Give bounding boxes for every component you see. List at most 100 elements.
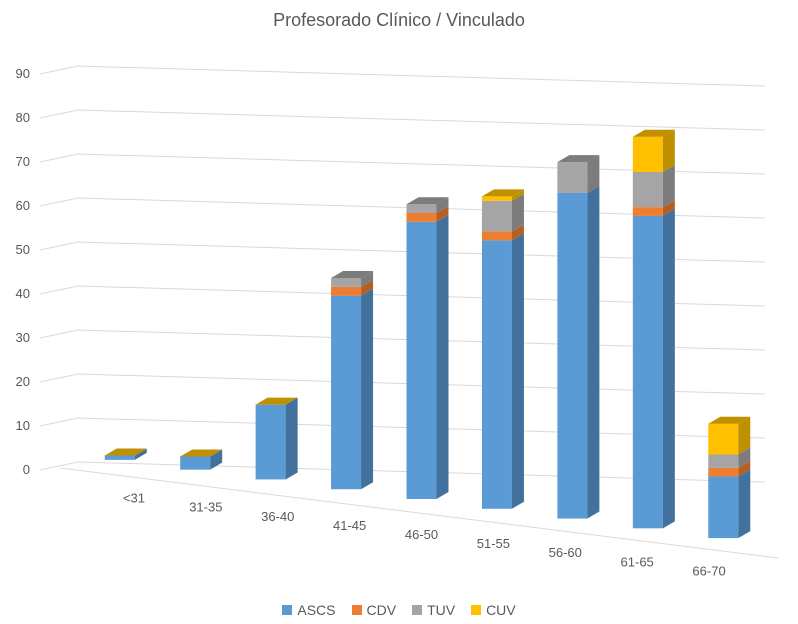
bar-top xyxy=(406,197,449,205)
y-axis-tick-labels: 0 10 20 30 40 50 60 70 80 90 xyxy=(16,66,30,477)
x-tick-label: 36-40 xyxy=(261,509,294,524)
bar-segment-ascs xyxy=(104,455,135,460)
x-tick-label: 56-60 xyxy=(549,545,582,560)
bar-segment-ascs xyxy=(331,295,362,490)
bar-stack xyxy=(557,155,600,519)
bar-side-ascs xyxy=(662,208,675,529)
bar-segment-tuv xyxy=(481,200,512,232)
floor-edge xyxy=(59,467,779,559)
legend-label: CDV xyxy=(366,602,397,618)
bar-side-tuv xyxy=(361,271,374,287)
bar-side-ascs xyxy=(587,185,600,519)
gridline-connector xyxy=(39,241,79,251)
x-axis-tick-labels: <31 31-35 36-40 41-45 46-50 51-55 56-60 61-65 66… xyxy=(123,491,726,579)
bar-top xyxy=(180,449,223,457)
bar-side-cuv xyxy=(511,189,524,201)
legend-item: ASCS xyxy=(282,602,336,618)
legend-swatch xyxy=(282,605,293,615)
gridline xyxy=(77,65,766,87)
bars xyxy=(104,129,751,539)
bar-segment-ascs xyxy=(708,476,739,539)
bar-segment-ascs xyxy=(180,456,211,470)
bar-segment-ascs xyxy=(255,404,286,480)
bar-segment-cdv xyxy=(331,286,362,296)
bar-segment-cdv xyxy=(632,207,663,216)
bar-side-cuv xyxy=(738,416,751,455)
x-tick-label: 66-70 xyxy=(692,563,725,578)
legend-label: TUV xyxy=(427,602,456,618)
gridline-connector xyxy=(39,109,79,119)
bar-stack xyxy=(255,397,298,480)
bar-side-tuv xyxy=(587,155,600,193)
gridline-connector xyxy=(39,285,79,295)
bar-side-ascs xyxy=(436,214,449,500)
bar-stack xyxy=(331,271,374,490)
y-tick-label: 10 xyxy=(16,418,30,433)
y-tick-label: 50 xyxy=(16,242,30,257)
bar-stack xyxy=(180,449,223,470)
gridline-connector xyxy=(39,65,79,75)
bar-segment-cuv xyxy=(481,196,512,201)
bar-stack xyxy=(481,189,524,509)
bar-top xyxy=(104,448,147,456)
bar-segment-ascs xyxy=(481,240,512,509)
bar-stack xyxy=(708,416,751,539)
bar-side-ascs xyxy=(738,469,751,539)
bar-side-cdv xyxy=(436,206,449,222)
legend-label: CUV xyxy=(486,602,516,618)
gridline-connector xyxy=(39,329,79,339)
bar-side-ascs xyxy=(361,288,374,490)
y-tick-label: 70 xyxy=(16,154,30,169)
legend-item: CDV xyxy=(351,602,397,618)
bar-segment-tuv xyxy=(557,162,588,193)
y-tick-label: 60 xyxy=(16,198,30,213)
gridline-connector xyxy=(39,153,79,163)
bar-side-tuv xyxy=(511,193,524,232)
x-tick-label: <31 xyxy=(123,491,145,506)
bar-segment-ascs xyxy=(557,192,588,519)
bar-segment-cdv xyxy=(406,213,437,222)
bar-side-tuv xyxy=(662,164,675,208)
bar-side-ascs xyxy=(210,449,223,470)
bar-top xyxy=(255,397,298,405)
gridline xyxy=(77,109,766,131)
bar-segment-tuv xyxy=(708,454,739,468)
bar-segment-ascs xyxy=(632,215,663,529)
bar-segment-ascs xyxy=(406,221,437,500)
bar-side-cdv xyxy=(662,200,675,216)
bar-side-tuv xyxy=(738,447,751,468)
legend-label: ASCS xyxy=(297,602,336,618)
y-tick-label: 20 xyxy=(16,374,30,389)
x-tick-label: 51-55 xyxy=(477,536,510,551)
x-tick-label: 61-65 xyxy=(621,554,654,569)
bar-segment-tuv xyxy=(406,204,437,213)
legend-item: TUV xyxy=(412,602,455,618)
bar-segment-cuv xyxy=(708,423,739,455)
legend-swatch xyxy=(471,605,482,615)
gridline-connector xyxy=(39,373,79,383)
gridline-connector xyxy=(39,461,79,471)
y-tick-label: 40 xyxy=(16,286,30,301)
bar-top xyxy=(632,129,675,137)
legend: ASCS CDV TUV CUV xyxy=(0,602,798,618)
legend-swatch xyxy=(351,605,362,615)
chart-title: Profesorado Clínico / Vinculado xyxy=(273,10,525,30)
x-tick-label: 31-35 xyxy=(189,500,222,515)
bar-top xyxy=(557,155,600,163)
x-tick-label: 41-45 xyxy=(333,518,366,533)
bar-top xyxy=(481,189,524,197)
bar-top xyxy=(708,416,751,424)
bar-side-ascs xyxy=(285,397,298,480)
bar-side-cdv xyxy=(361,279,374,296)
bar-segment-tuv xyxy=(331,278,362,287)
bar-side-ascs xyxy=(511,233,524,509)
bar-stack xyxy=(406,197,449,500)
y-tick-label: 80 xyxy=(16,110,30,125)
bar-top xyxy=(331,271,374,279)
gridline-connector xyxy=(39,197,79,207)
bar-segment-tuv xyxy=(632,171,663,208)
legend-swatch xyxy=(412,605,423,615)
bar-side-tuv xyxy=(436,197,449,213)
bar-segment-cdv xyxy=(481,231,512,241)
